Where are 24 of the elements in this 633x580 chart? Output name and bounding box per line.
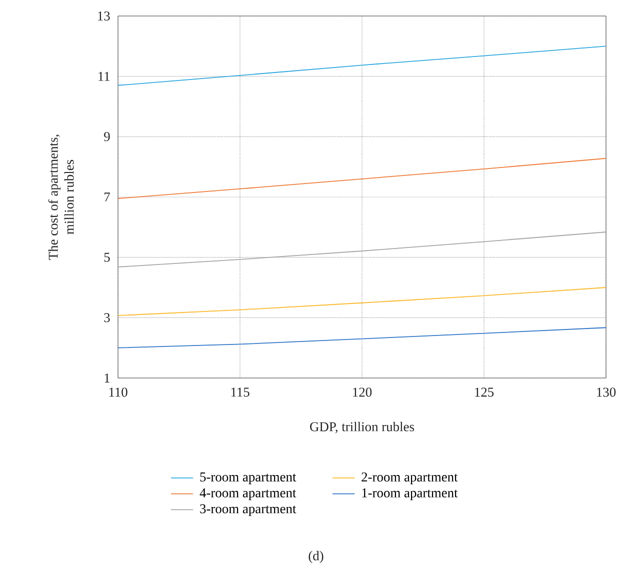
line-series (118, 158, 606, 199)
y-axis-title: The cost of apartments, million rubles (48, 134, 74, 260)
x-tick-label: 130 (597, 388, 616, 397)
legend-label: 5-room apartment (200, 472, 296, 484)
legend-label: 2-room apartment (362, 472, 458, 484)
y-tick-label: 1 (104, 374, 110, 382)
x-tick-label: 120 (353, 388, 372, 397)
text: (d) (308, 550, 324, 564)
y-tick-label: 13 (98, 11, 110, 21)
line-series (118, 287, 606, 316)
line-series (118, 46, 606, 86)
y-tick-label: 11 (98, 72, 110, 81)
x-tick-label: 125 (475, 388, 494, 397)
y-tick-label: 5 (104, 252, 110, 262)
legend-label: 4-room apartment (200, 488, 296, 500)
legend-label: 1-room apartment (362, 488, 458, 500)
legend-label: 3-room apartment (200, 504, 296, 516)
y-tick-label: 3 (104, 313, 110, 322)
x-tick-label: 115 (231, 388, 250, 397)
y-tick-label: 7 (104, 192, 110, 202)
y-tick-label: 9 (104, 132, 110, 142)
x-tick-label: 110 (109, 388, 128, 397)
line-series (118, 232, 606, 268)
x-axis-title: GDP, trillion rubles (310, 422, 414, 434)
